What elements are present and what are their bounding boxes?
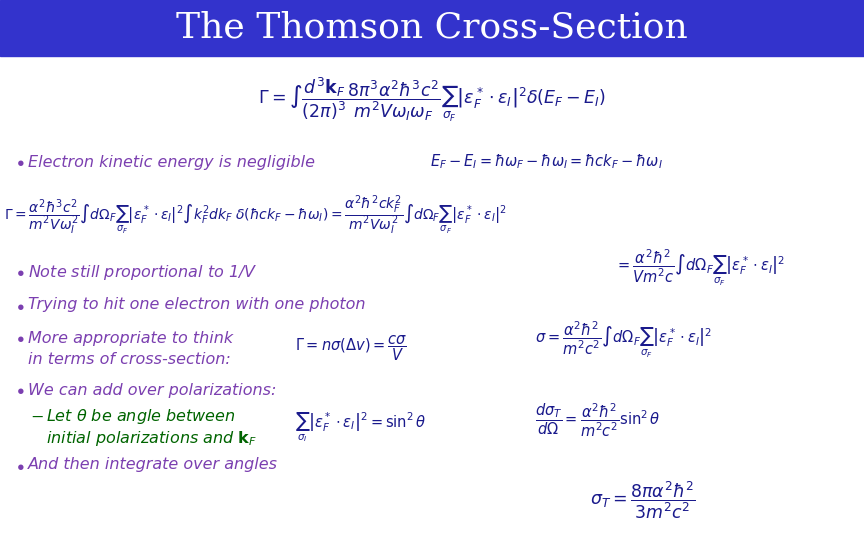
Text: initial polarizations and $\mathbf{k}_F$: initial polarizations and $\mathbf{k}_F$	[46, 429, 257, 448]
Text: $\bullet$: $\bullet$	[14, 152, 24, 172]
Text: $\sum_{\sigma_I} \left|\varepsilon_F^* \cdot \varepsilon_I\right|^2 = \sin^2\the: $\sum_{\sigma_I} \left|\varepsilon_F^* \…	[295, 410, 426, 444]
Text: The Thomson Cross-Section: The Thomson Cross-Section	[176, 11, 688, 45]
Text: $\Gamma = \int \dfrac{d^3\mathbf{k}_F}{(2\pi)^3} \dfrac{8\pi^3\alpha^2\hbar^3 c^: $\Gamma = \int \dfrac{d^3\mathbf{k}_F}{(…	[258, 76, 606, 124]
Text: We can add over polarizations:: We can add over polarizations:	[28, 382, 276, 397]
Text: $\bullet$: $\bullet$	[14, 295, 24, 314]
Text: $\bullet$: $\bullet$	[14, 262, 24, 281]
Text: $\dfrac{d\sigma_T}{d\Omega} = \dfrac{\alpha^2\hbar^2}{m^2 c^2}\sin^2\theta$: $\dfrac{d\sigma_T}{d\Omega} = \dfrac{\al…	[535, 401, 661, 439]
Text: $\bullet$: $\bullet$	[14, 328, 24, 348]
Text: And then integrate over angles: And then integrate over angles	[28, 457, 278, 472]
Bar	[0, 0, 864, 56]
Text: in terms of cross-section:: in terms of cross-section:	[28, 353, 231, 368]
Text: $\sigma = \dfrac{\alpha^2\hbar^2}{m^2 c^2} \int d\Omega_F \sum_{\sigma_F} \left|: $\sigma = \dfrac{\alpha^2\hbar^2}{m^2 c^…	[535, 320, 712, 360]
Text: Note still proportional to 1/$V$: Note still proportional to 1/$V$	[28, 262, 257, 281]
Text: Trying to hit one electron with one photon: Trying to hit one electron with one phot…	[28, 298, 365, 313]
Text: Let $\theta$ be angle between: Let $\theta$ be angle between	[46, 407, 236, 426]
Text: $E_F - E_I = \hbar\omega_F - \hbar\omega_I = \hbar c k_F - \hbar\omega_I$: $E_F - E_I = \hbar\omega_F - \hbar\omega…	[430, 153, 663, 171]
Text: $= \dfrac{\alpha^2\hbar^2}{Vm^2 c} \int d\Omega_F \sum_{\sigma_F} \left|\varepsi: $= \dfrac{\alpha^2\hbar^2}{Vm^2 c} \int …	[615, 248, 785, 288]
Text: $\Gamma = n\sigma(\Delta v) = \dfrac{c\sigma}{V}$: $\Gamma = n\sigma(\Delta v) = \dfrac{c\s…	[295, 333, 407, 363]
Text: $-$: $-$	[30, 408, 44, 423]
Text: More appropriate to think: More appropriate to think	[28, 330, 233, 346]
Text: $\Gamma = \dfrac{\alpha^2\hbar^3 c^2}{m^2 V \omega_I^2} \int d\Omega_F \sum_{\si: $\Gamma = \dfrac{\alpha^2\hbar^3 c^2}{m^…	[4, 193, 507, 237]
Text: Electron kinetic energy is negligible: Electron kinetic energy is negligible	[28, 154, 315, 170]
Text: $\bullet$: $\bullet$	[14, 381, 24, 400]
Text: $\bullet$: $\bullet$	[14, 456, 24, 475]
Text: $\sigma_T = \dfrac{8\pi\alpha^2\hbar^2}{3m^2 c^2}$: $\sigma_T = \dfrac{8\pi\alpha^2\hbar^2}{…	[590, 479, 696, 521]
